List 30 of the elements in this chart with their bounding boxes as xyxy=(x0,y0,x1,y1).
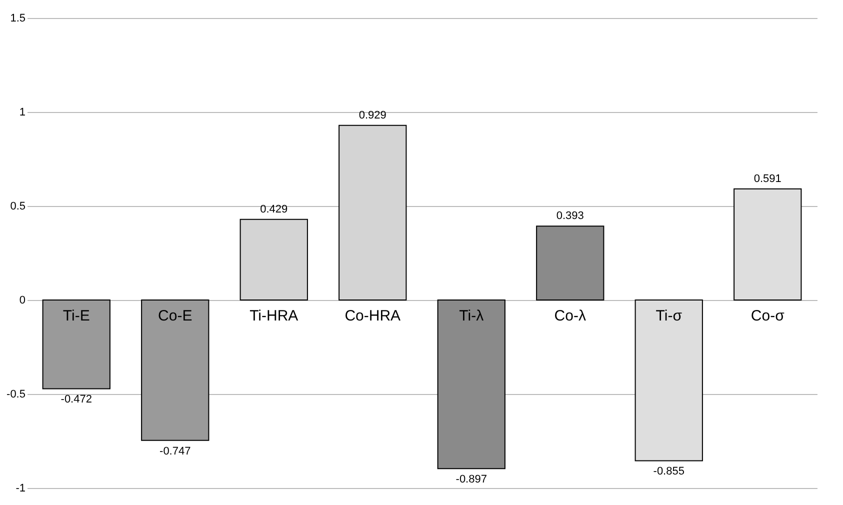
x-tick-label: Co-λ xyxy=(554,308,586,324)
data-label: 0.393 xyxy=(556,210,584,222)
bar xyxy=(536,226,604,300)
y-tick-label: 0 xyxy=(19,294,26,306)
bar xyxy=(634,300,703,462)
bar xyxy=(141,300,210,441)
data-label: -0.472 xyxy=(60,394,92,406)
x-tick-label: Ti-HRA xyxy=(250,308,298,324)
bar xyxy=(734,188,802,300)
bar xyxy=(42,300,110,390)
bar xyxy=(437,300,506,470)
data-label: -0.897 xyxy=(456,474,487,486)
x-tick-label: Co-E xyxy=(158,308,192,324)
x-tick-label: Co-HRA xyxy=(344,308,401,324)
bar xyxy=(338,124,407,300)
x-tick-label: Ti-E xyxy=(62,308,90,324)
x-tick-label: Ti-λ xyxy=(459,308,484,324)
bar xyxy=(240,218,308,300)
x-tick-label: Ti-σ xyxy=(656,308,683,324)
data-label: -0.747 xyxy=(160,445,191,458)
y-tick-label: 0.5 xyxy=(10,200,26,212)
x-tick-label: Co-σ xyxy=(750,308,786,324)
data-label: 0.429 xyxy=(260,203,288,216)
y-tick-label: 1 xyxy=(19,106,26,118)
data-label: 0.929 xyxy=(358,109,386,122)
y-tick-label: -0.5 xyxy=(6,388,26,400)
y-tick-label: 1.5 xyxy=(10,12,26,24)
data-label: -0.855 xyxy=(653,466,684,478)
data-label: 0.591 xyxy=(754,172,782,185)
y-tick-label: -1 xyxy=(16,482,26,494)
